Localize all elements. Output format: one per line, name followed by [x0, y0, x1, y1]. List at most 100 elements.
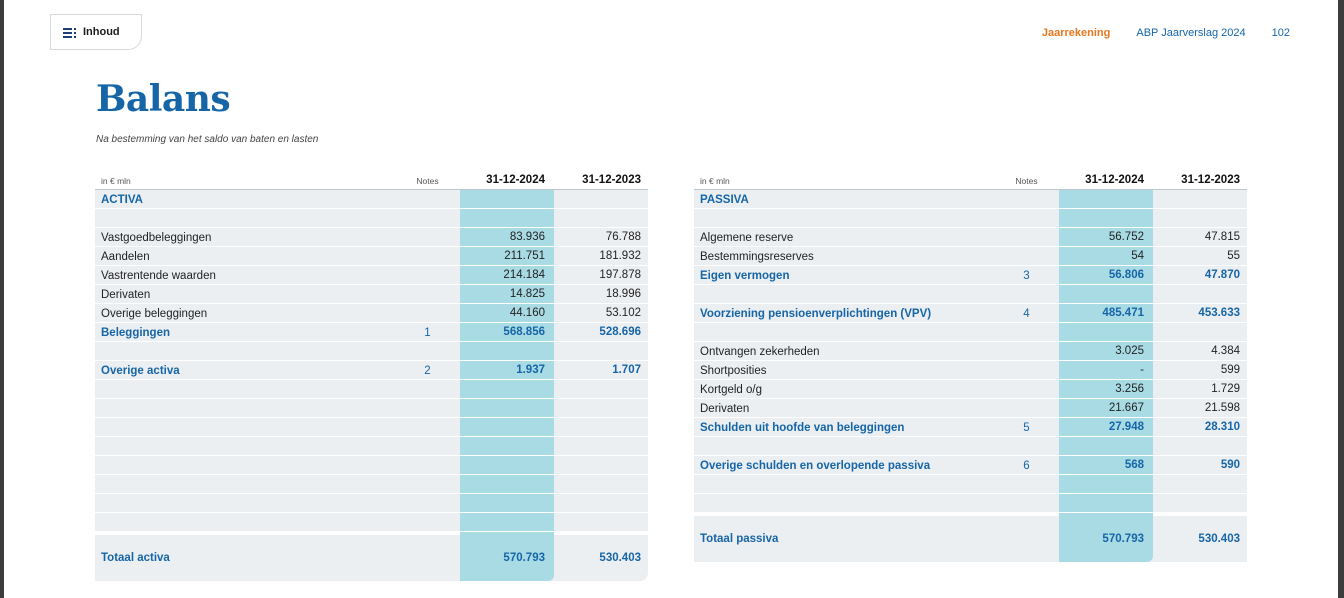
table-row: ACTIVA — [95, 190, 648, 209]
row-value-2023 — [554, 437, 648, 455]
row-value-2024: 1.937 — [460, 361, 554, 379]
row-value-2024 — [460, 190, 554, 208]
activa-unit-label: in € mln — [101, 175, 131, 186]
passiva-table: in € mln Notes 31-12-2024 31-12-2023 PASSIVA… — [694, 172, 1247, 564]
table-row — [95, 399, 648, 418]
table-row: Aandelen 211.751 181.932 — [95, 247, 648, 266]
row-value-2024 — [460, 456, 554, 474]
row-value-2024 — [460, 494, 554, 512]
table-row: Derivaten 21.667 21.598 — [694, 399, 1247, 418]
contents-button[interactable]: Inhoud — [50, 14, 142, 50]
row-value-2023: 453.633 — [1198, 307, 1240, 319]
row-value-2023: 53.102 — [605, 307, 641, 319]
row-label: Derivaten — [700, 402, 750, 415]
row-label: Shortposities — [700, 364, 767, 377]
row-label: Ontvangen zekerheden — [700, 345, 820, 358]
row-value-2024: 3.256 — [1059, 380, 1153, 398]
row-value-2024: 211.751 — [460, 247, 554, 265]
activa-col-2023-header: 31-12-2023 — [582, 174, 641, 186]
row-label: Kortgeld o/g — [700, 383, 763, 396]
row-value-2023: 197.878 — [599, 269, 641, 281]
table-row: Overige schulden en overlopende passiva 6… — [694, 456, 1247, 475]
row-value-2023: 76.788 — [605, 231, 641, 243]
row-value-2023: 18.996 — [605, 288, 641, 300]
row-value-2024 — [1059, 209, 1153, 227]
row-label: Bestemmingsreserves — [700, 250, 814, 263]
table-row — [95, 494, 648, 513]
table-row: Algemene reserve 56.752 47.815 — [694, 228, 1247, 247]
page-subtitle: Na bestemming van het saldo van baten en… — [96, 134, 319, 145]
passiva-notes-header: Notes — [1015, 175, 1038, 186]
row-value-2024 — [460, 399, 554, 417]
row-value-2023 — [1153, 190, 1247, 208]
passiva-total-2023: 530.403 — [1198, 533, 1240, 545]
row-value-2023 — [554, 494, 648, 512]
row-value-2024 — [1059, 323, 1153, 341]
row-value-2023: 1.729 — [1211, 383, 1240, 395]
row-label: Overige schulden en overlopende passiva — [700, 459, 931, 472]
row-label: Aandelen — [101, 250, 150, 263]
row-value-2023 — [1153, 437, 1247, 455]
row-note: 5 — [1023, 421, 1030, 434]
passiva-total-row: Totaal passiva 570.793 530.403 — [694, 516, 1247, 564]
row-value-2023 — [1153, 475, 1247, 493]
row-value-2023 — [1153, 285, 1247, 303]
table-row — [95, 418, 648, 437]
contents-button-label: Inhoud — [83, 26, 120, 38]
table-row — [95, 342, 648, 361]
passiva-header-row: in € mln Notes 31-12-2024 31-12-2023 — [694, 172, 1247, 190]
table-row: Derivaten 14.825 18.996 — [95, 285, 648, 304]
passiva-col-2023-header: 31-12-2023 — [1181, 174, 1240, 186]
row-note: 1 — [424, 326, 431, 339]
row-value-2023: 47.815 — [1204, 231, 1240, 243]
row-value-2024 — [460, 437, 554, 455]
report-page: Inhoud Jaarrekening ABP Jaarverslag 2024… — [4, 0, 1338, 598]
table-row — [95, 437, 648, 456]
row-value-2023: 55 — [1227, 250, 1240, 262]
spacer-2024 — [460, 532, 554, 535]
row-value-2023 — [554, 209, 648, 227]
table-row — [694, 437, 1247, 456]
table-row: Overige activa 2 1.937 1.707 — [95, 361, 648, 380]
row-value-2023 — [554, 456, 648, 474]
spacer-2024 — [1059, 513, 1153, 516]
table-row: Vastgoedbeleggingen 83.936 76.788 — [95, 228, 648, 247]
table-row — [694, 209, 1247, 228]
table-row — [694, 285, 1247, 304]
row-value-2024: 56.752 — [1059, 228, 1153, 246]
page-number: 102 — [1271, 27, 1290, 39]
row-value-2024 — [1059, 475, 1153, 493]
row-label: Overige activa — [101, 364, 180, 377]
row-value-2023 — [1153, 323, 1247, 341]
table-row: Bestemmingsreserves 54 55 — [694, 247, 1247, 266]
row-value-2023: 599 — [1220, 364, 1240, 376]
row-value-2024: 83.936 — [460, 228, 554, 246]
row-label: Vastrentende waarden — [101, 269, 216, 282]
row-value-2024 — [460, 513, 554, 531]
row-value-2023 — [554, 380, 648, 398]
table-row: Eigen vermogen 3 56.806 47.870 — [694, 266, 1247, 285]
row-value-2024: 568.856 — [460, 323, 554, 341]
row-note: 6 — [1023, 459, 1030, 472]
nav-report-link[interactable]: ABP Jaarverslag 2024 — [1136, 27, 1246, 39]
table-row — [95, 456, 648, 475]
row-value-2023 — [1153, 494, 1247, 512]
row-value-2024 — [460, 342, 554, 360]
table-row — [95, 475, 648, 494]
row-value-2024: 21.667 — [1059, 399, 1153, 417]
row-value-2024 — [1059, 285, 1153, 303]
row-note: 3 — [1023, 269, 1030, 282]
passiva-col-2024-header: 31-12-2024 — [1085, 174, 1144, 186]
table-row: Schulden uit hoofde van beleggingen 5 27.9… — [694, 418, 1247, 437]
nav-section-link[interactable]: Jaarrekening — [1041, 27, 1111, 39]
table-row: Vastrentende waarden 214.184 197.878 — [95, 266, 648, 285]
passiva-unit-label: in € mln — [700, 175, 730, 186]
row-label: Vastgoedbeleggingen — [101, 231, 212, 244]
row-value-2023: 590 — [1220, 459, 1240, 471]
row-value-2024 — [460, 209, 554, 227]
passiva-spacer — [694, 513, 1247, 516]
row-value-2024: 568 — [1059, 456, 1153, 474]
row-value-2024: - — [1059, 361, 1153, 379]
row-value-2024 — [1059, 190, 1153, 208]
row-label: Beleggingen — [101, 326, 171, 339]
